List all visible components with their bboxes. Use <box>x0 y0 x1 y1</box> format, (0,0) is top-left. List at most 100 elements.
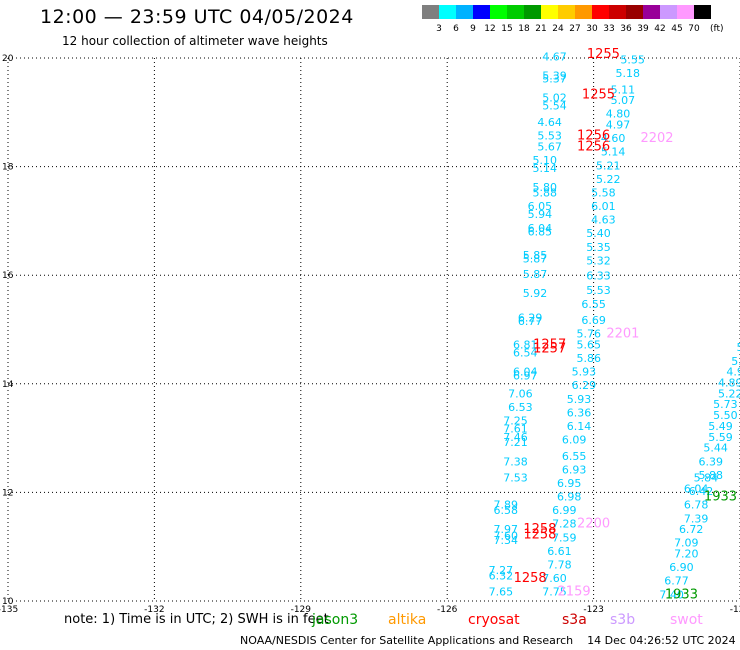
wave-height-label: 5.53 <box>586 284 611 297</box>
legend-unit: (ft) <box>710 24 724 34</box>
wave-height-label: 6.69 <box>581 314 606 327</box>
wave-height-label: 4.89 <box>718 377 740 390</box>
wave-height-label: 6.99 <box>552 504 577 517</box>
wave-height-label: 6.85 <box>528 226 553 239</box>
wave-height-label: 5.22 <box>596 173 621 186</box>
wave-height-label: 5.87 <box>523 268 548 281</box>
wave-height-label: 6.36 <box>567 406 592 419</box>
mission-jason3: jason3 <box>312 612 359 628</box>
legend-label: 27 <box>569 24 580 34</box>
legend-label: 70 <box>688 24 700 34</box>
wave-height-label: 7.59 <box>552 531 577 544</box>
time-label: 2200 <box>577 517 610 532</box>
chart-subtitle: 12 hour collection of altimeter wave hei… <box>62 34 328 48</box>
legend-swatch <box>439 5 456 19</box>
time-label: 1933 <box>665 587 698 602</box>
wave-height-label: 5.55 <box>620 53 645 66</box>
time-label: 1257 <box>533 341 566 356</box>
wave-height-label: 7.06 <box>508 387 533 400</box>
time-label: 1255 <box>587 47 620 62</box>
wave-height-label: 7.09 <box>674 537 699 550</box>
wave-height-label: 5.32 <box>586 254 611 267</box>
wave-height-label: 5.59 <box>708 431 733 444</box>
time-label: 2201 <box>606 327 639 342</box>
time-label: 1256 <box>577 128 610 143</box>
x-tick-label: -129 <box>291 605 312 615</box>
wave-height-label: 5.94 <box>528 208 553 221</box>
wave-height-label: 7.34 <box>494 534 519 547</box>
wave-height-label: 5.44 <box>703 442 728 455</box>
time-label: 1257 <box>533 338 566 353</box>
wave-height-label: 4.9 <box>726 366 740 379</box>
wave-height-label: 5.21 <box>596 159 621 172</box>
wave-height-label: 5.65 <box>576 339 601 352</box>
time-label: 1933 <box>704 490 737 505</box>
mission-s3a: s3a <box>562 612 587 628</box>
legend-label: 9 <box>470 24 476 34</box>
wave-height-label: 6.53 <box>508 401 533 414</box>
legend-swatch <box>609 5 626 19</box>
legend-swatch <box>677 5 694 19</box>
wave-height-label: 6.01 <box>591 200 616 213</box>
wave-height-label: 5.50 <box>713 409 738 422</box>
y-tick-label: 10 <box>2 597 14 607</box>
wave-height-label: 5.49 <box>708 420 733 433</box>
color-legend: 3 6 9 12 15 18 21 24 27 30 33 36 39 42 45 70 (ft) <box>422 5 724 34</box>
legend-swatch <box>473 5 490 19</box>
wave-height-label: 7.60 <box>494 530 519 543</box>
wave-height-label: 6.72 <box>679 523 704 536</box>
credit-line: NOAA/NESDIS Center for Satellite Applica… <box>240 634 736 647</box>
legend-swatch <box>456 5 473 19</box>
wave-height-label: 4.63 <box>591 214 616 227</box>
wave-height-label: 7.21 <box>503 436 528 449</box>
wave-height-label: 7.27 <box>489 564 514 577</box>
legend-swatch <box>575 5 592 19</box>
wave-height-label: 4.64 <box>537 116 562 129</box>
wave-height-label: 5.22 <box>718 387 740 400</box>
legend-label: 12 <box>484 24 495 34</box>
wave-height-label: 6.77 <box>518 315 543 328</box>
wave-height-label: 5.54 <box>542 100 567 113</box>
chart-title: 12:00 — 23:59 UTC 04/05/2024 <box>40 6 354 28</box>
wave-height-label: 5.85 <box>523 249 548 262</box>
wave-height-label: 5.76 <box>576 328 601 341</box>
legend-label: 39 <box>637 24 649 34</box>
legend-swatch <box>422 5 439 19</box>
legend-swatch <box>592 5 609 19</box>
wave-height-label: 7.89 <box>494 499 519 512</box>
wave-height-label: 6.77 <box>664 575 689 588</box>
wave-height-label: 6.04 <box>684 482 709 495</box>
wave-height-label: 6.90 <box>669 561 694 574</box>
wave-height-label: 7.46 <box>503 431 528 444</box>
wave-height-label: 5.3 <box>731 355 740 368</box>
legend-swatch <box>694 5 711 19</box>
wave-height-label: 7.53 <box>503 472 528 485</box>
wave-height-label: 6.55 <box>581 298 606 311</box>
wave-height-label: 5.67 <box>537 140 562 153</box>
wave-height-label: 7.25 <box>503 415 528 428</box>
wave-height-label: 5.93 <box>572 366 597 379</box>
note-text: note: 1) Time is in UTC; 2) SWH is in fe… <box>64 612 329 627</box>
wave-height-label: 5.88 <box>698 469 723 482</box>
y-tick-label: 18 <box>2 163 14 173</box>
time-label: 1255 <box>582 88 615 103</box>
wave-height-label: 7.39 <box>684 512 709 525</box>
x-tick-label: -135 <box>0 605 18 615</box>
wave-height-label: 7.61 <box>503 423 528 436</box>
mission-s3b: s3b <box>610 612 636 628</box>
legend-label: 18 <box>518 24 530 34</box>
legend-label: 30 <box>586 24 598 34</box>
wave-height-label: 5.80 <box>533 181 558 194</box>
wave-height-label: 6.81 <box>513 339 538 352</box>
wave-height-label: 6.39 <box>698 455 723 468</box>
wave-height-label: 5.39 <box>542 70 567 83</box>
legend-label: 24 <box>552 24 564 34</box>
wave-height-label: 6.29 <box>572 379 597 392</box>
wave-height-label: 5.92 <box>523 287 548 300</box>
y-tick-label: 12 <box>2 488 13 498</box>
time-label: 1258 <box>514 571 547 586</box>
time-label: 1258 <box>523 522 556 537</box>
wave-height-label: 6.55 <box>562 450 587 463</box>
legend-swatch <box>660 5 677 19</box>
legend-swatch <box>524 5 541 19</box>
